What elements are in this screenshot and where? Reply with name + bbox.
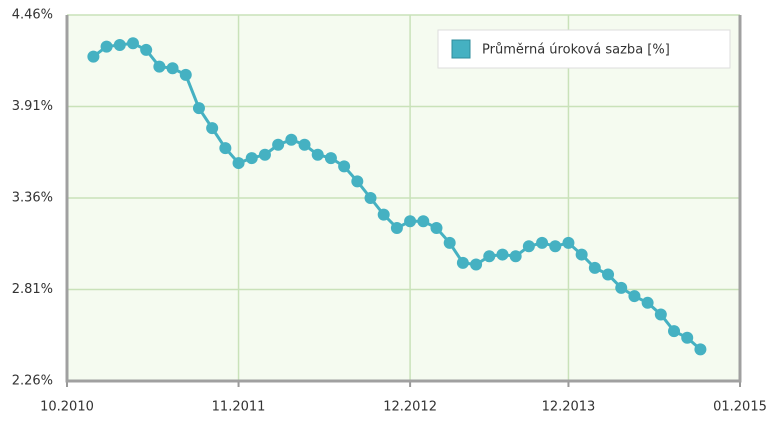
marker — [166, 62, 179, 75]
marker — [232, 157, 245, 170]
marker — [100, 40, 113, 53]
marker — [206, 122, 219, 135]
x-tick-label: 11.2011 — [212, 400, 266, 415]
marker — [324, 152, 337, 165]
marker — [351, 175, 364, 188]
marker — [483, 250, 496, 263]
marker — [311, 148, 324, 161]
x-tick-label: 12.2013 — [542, 400, 596, 415]
x-tick-label: 10.2010 — [40, 400, 94, 415]
marker — [192, 102, 205, 115]
legend-swatch — [451, 39, 471, 59]
marker — [377, 208, 390, 221]
x-tick-label: 01.2015 — [713, 400, 767, 415]
marker — [496, 248, 509, 261]
marker — [245, 152, 258, 165]
marker — [536, 236, 549, 249]
marker — [641, 296, 654, 309]
marker — [443, 236, 456, 249]
marker — [575, 248, 588, 261]
marker — [258, 148, 271, 161]
y-tick-label: 3.91% — [12, 99, 53, 114]
marker — [272, 138, 285, 151]
marker — [628, 290, 641, 303]
marker — [615, 281, 628, 294]
y-tick-label: 4.46% — [12, 8, 53, 23]
marker — [509, 250, 522, 263]
marker — [470, 258, 483, 271]
marker — [404, 215, 417, 228]
marker — [417, 215, 430, 228]
legend: Průměrná úroková sazba [%] — [437, 29, 731, 69]
marker — [562, 236, 575, 249]
marker — [654, 308, 667, 321]
marker — [681, 331, 694, 344]
y-tick-label: 2.26% — [12, 374, 53, 389]
marker — [430, 221, 443, 234]
marker — [87, 50, 100, 63]
marker — [338, 160, 351, 173]
marker — [456, 256, 469, 269]
marker — [390, 221, 403, 234]
marker — [179, 68, 192, 81]
axis-frame — [65, 15, 742, 383]
y-tick-label: 3.36% — [12, 191, 53, 206]
marker — [285, 133, 298, 146]
marker — [126, 37, 139, 50]
x-tick-label: 12.2012 — [383, 400, 437, 415]
marker — [219, 142, 232, 155]
marker — [153, 60, 166, 73]
marker — [140, 43, 153, 56]
marker — [549, 240, 562, 253]
marker — [522, 240, 535, 253]
marker — [113, 38, 126, 51]
marker — [364, 192, 377, 204]
marker — [588, 261, 601, 274]
marker — [668, 325, 681, 338]
marker — [602, 268, 615, 281]
legend-box — [437, 29, 731, 69]
marker — [298, 138, 311, 151]
legend-label: Průměrná úroková sazba [%] — [482, 43, 670, 58]
marker — [694, 343, 707, 356]
y-tick-label: 2.81% — [12, 282, 53, 297]
